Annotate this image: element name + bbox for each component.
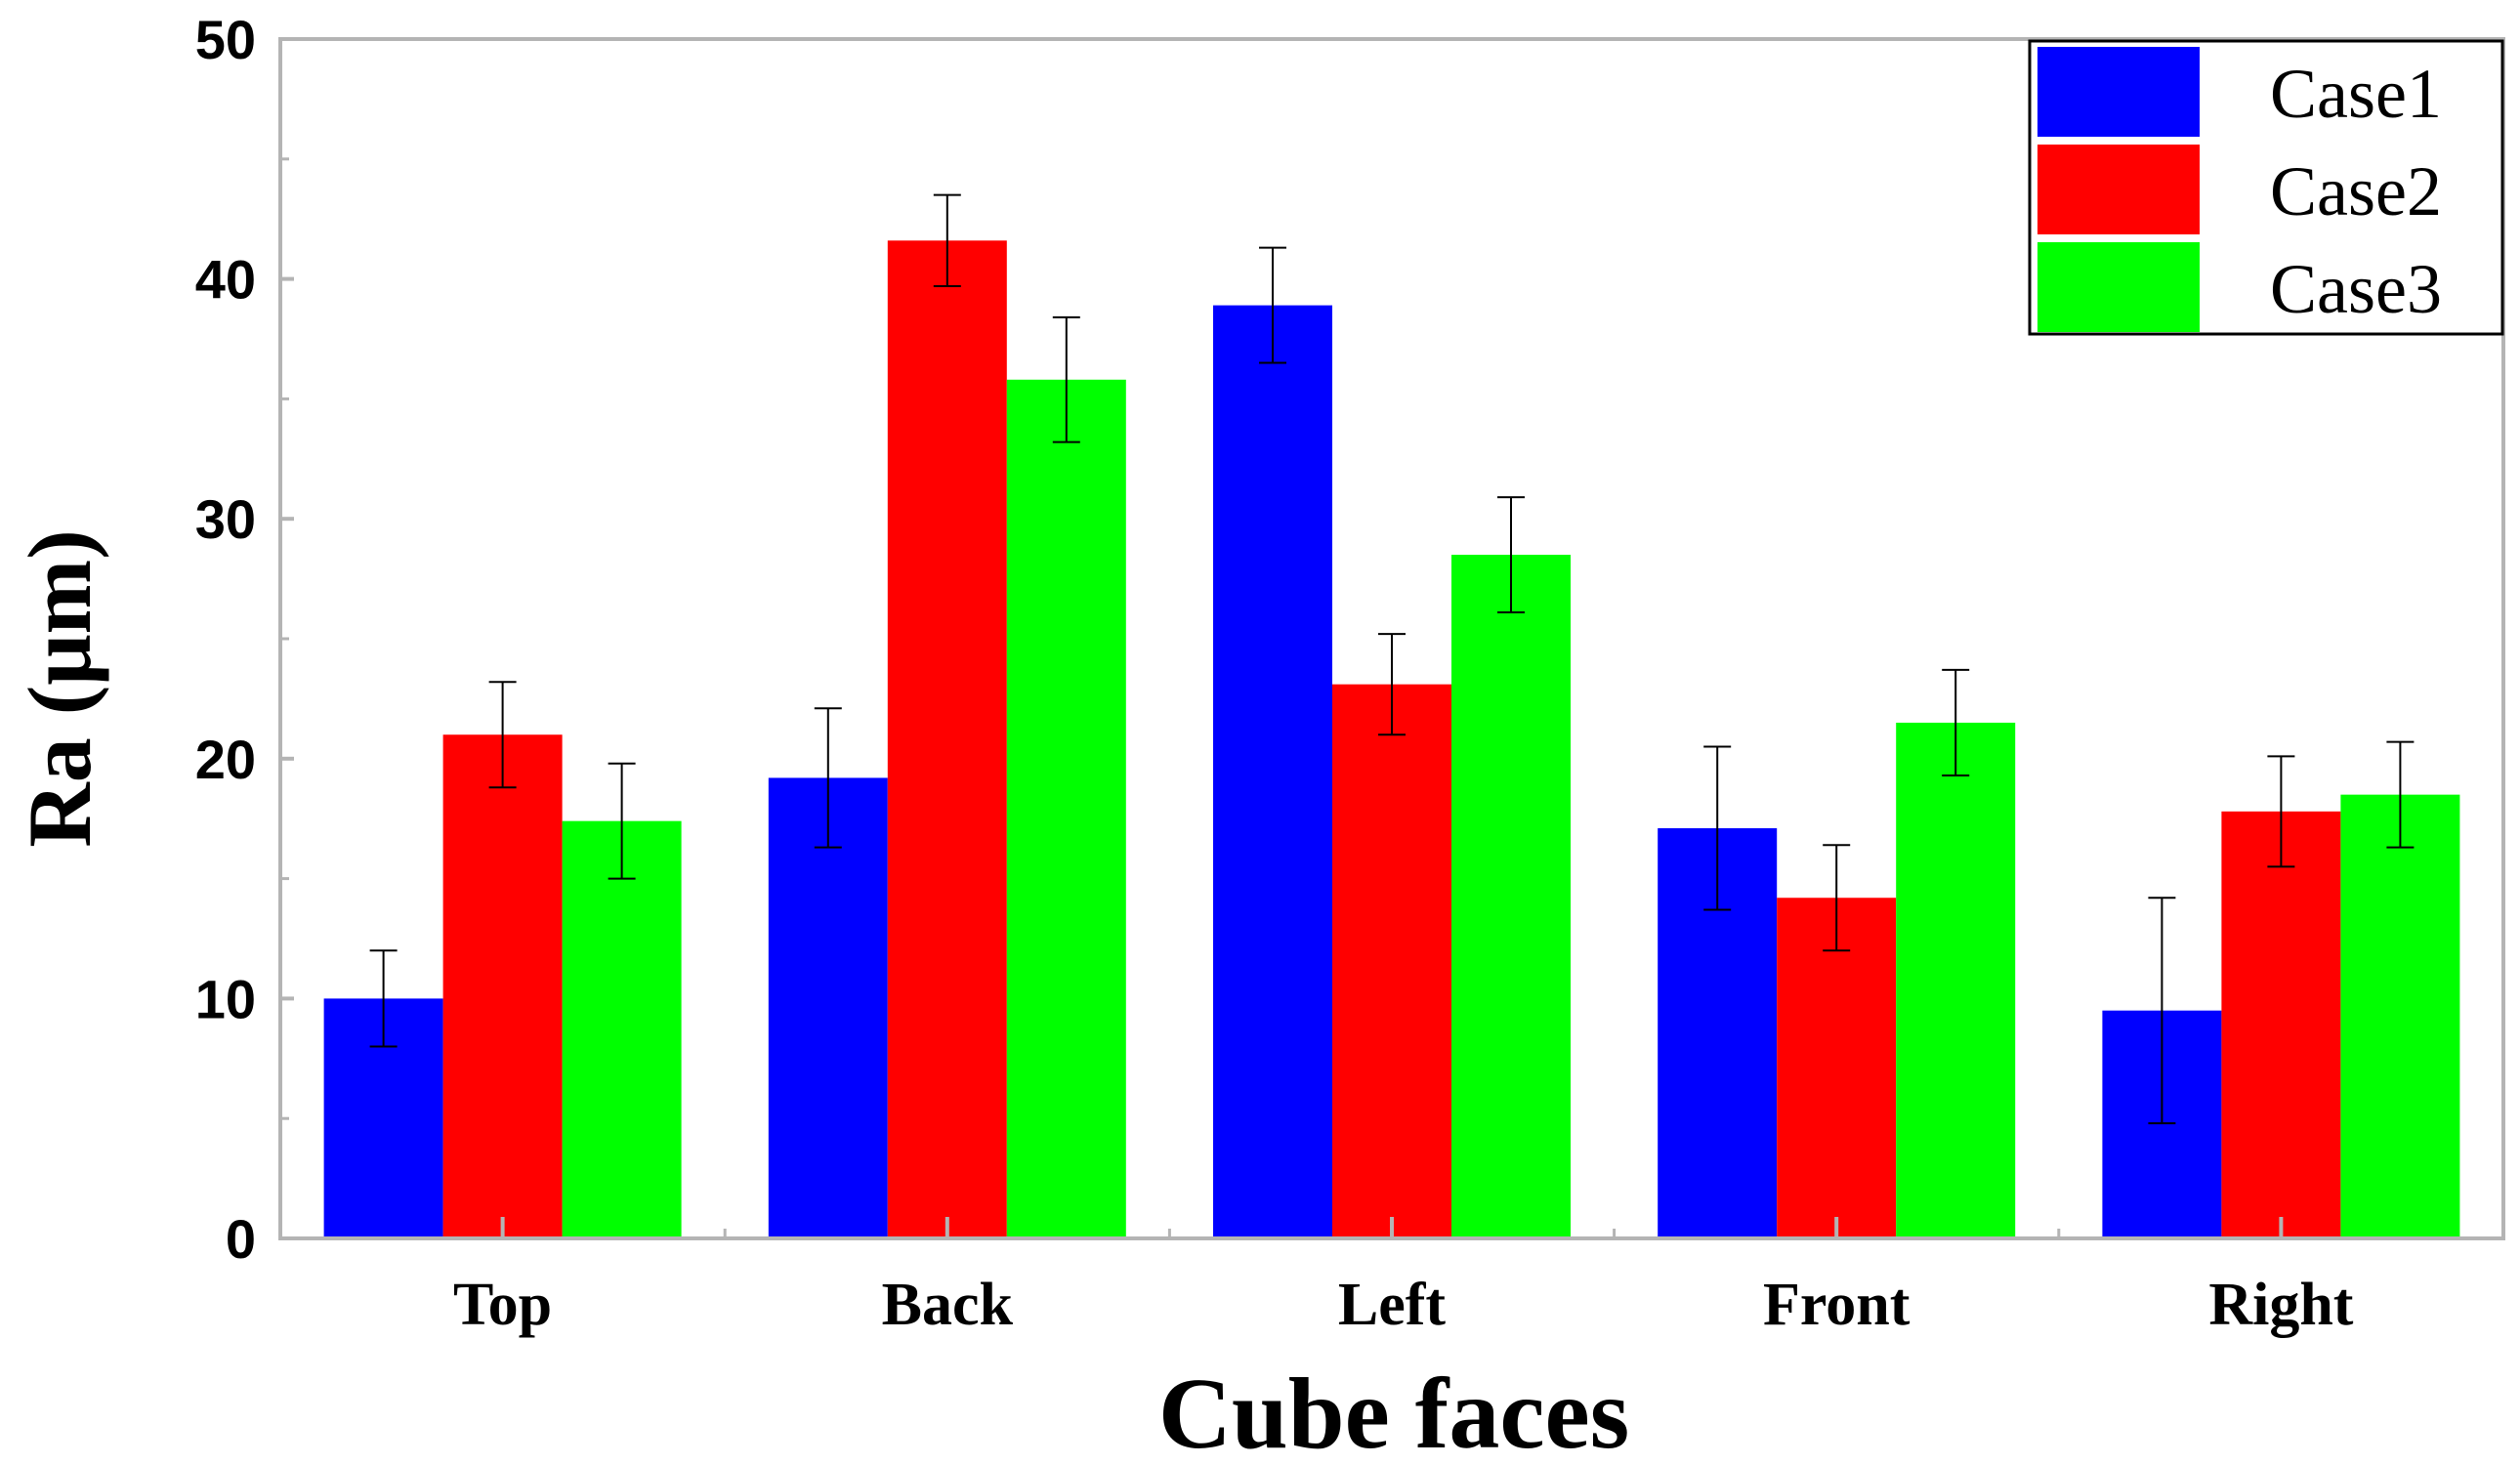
error-bar-case2-back [933,193,961,287]
bar-case3-top [562,820,682,1238]
bar-case3-right [2340,794,2460,1238]
bar-case1-back [768,777,888,1238]
x-tick-labels: Top Back Left Front Right [453,1272,2354,1338]
error-bar-case1-right [2148,897,2176,1125]
x-tick-label-right: Right [2208,1272,2353,1338]
bar-case2-right [2221,811,2341,1238]
bar-case1-left [1213,305,1332,1239]
legend-label-case3: Case3 [2270,250,2442,328]
error-bar-case1-top [369,949,398,1048]
x-tick-label-front: Front [1763,1272,1911,1338]
bar-case2-left [1332,684,1451,1238]
error-bar-case2-right [2267,755,2295,868]
error-bar-case1-back [814,707,842,849]
error-bar-case1-left [1259,246,1286,364]
legend: Case1 Case2 Case3 [2028,39,2504,336]
y-tick-label: 10 [195,968,256,1029]
error-bar-case3-front [1942,668,1970,776]
x-tick-label-left: Left [1338,1272,1447,1338]
legend-label-case1: Case1 [2270,55,2442,133]
bar-case2-front [1777,898,1897,1238]
y-tick-label: 40 [195,249,256,311]
error-bar-case2-front [1823,844,1851,952]
axes-layer [278,37,2505,1240]
legend-swatch-case1 [2037,47,2200,137]
y-tick-label: 20 [195,729,256,790]
bar-case2-back [887,240,1007,1238]
x-tick-label-back: Back [882,1272,1014,1338]
error-bar-case2-left [1378,633,1406,736]
y-axis-label: Ra (μm) [10,529,109,848]
error-bar-case3-back [1052,315,1080,443]
legend-swatch-case3 [2037,242,2200,332]
error-bar-case3-right [2386,740,2415,849]
x-axis-label: Cube faces [1158,1358,1629,1465]
bars-layer [323,240,2460,1239]
bar-case3-back [1006,379,1126,1238]
y-tick-label: 50 [195,9,256,70]
error-bar-case3-left [1497,496,1525,613]
bar-case3-front [1896,722,2016,1238]
error-bar-case1-front [1703,745,1732,911]
error-bar-case2-top [488,681,517,789]
legend-swatch-case2 [2037,145,2200,234]
y-tick-label: 0 [226,1208,256,1270]
y-tick-label: 30 [195,488,256,550]
bar-case3-left [1451,555,1571,1238]
error-bar-case3-top [608,762,636,880]
bar-case2-top [442,734,563,1238]
legend-label-case2: Case2 [2270,152,2442,230]
y-tick-labels: 0 10 20 30 40 50 [195,9,256,1270]
error-bars-layer [369,193,2415,1125]
x-tick-label-top: Top [453,1272,552,1338]
